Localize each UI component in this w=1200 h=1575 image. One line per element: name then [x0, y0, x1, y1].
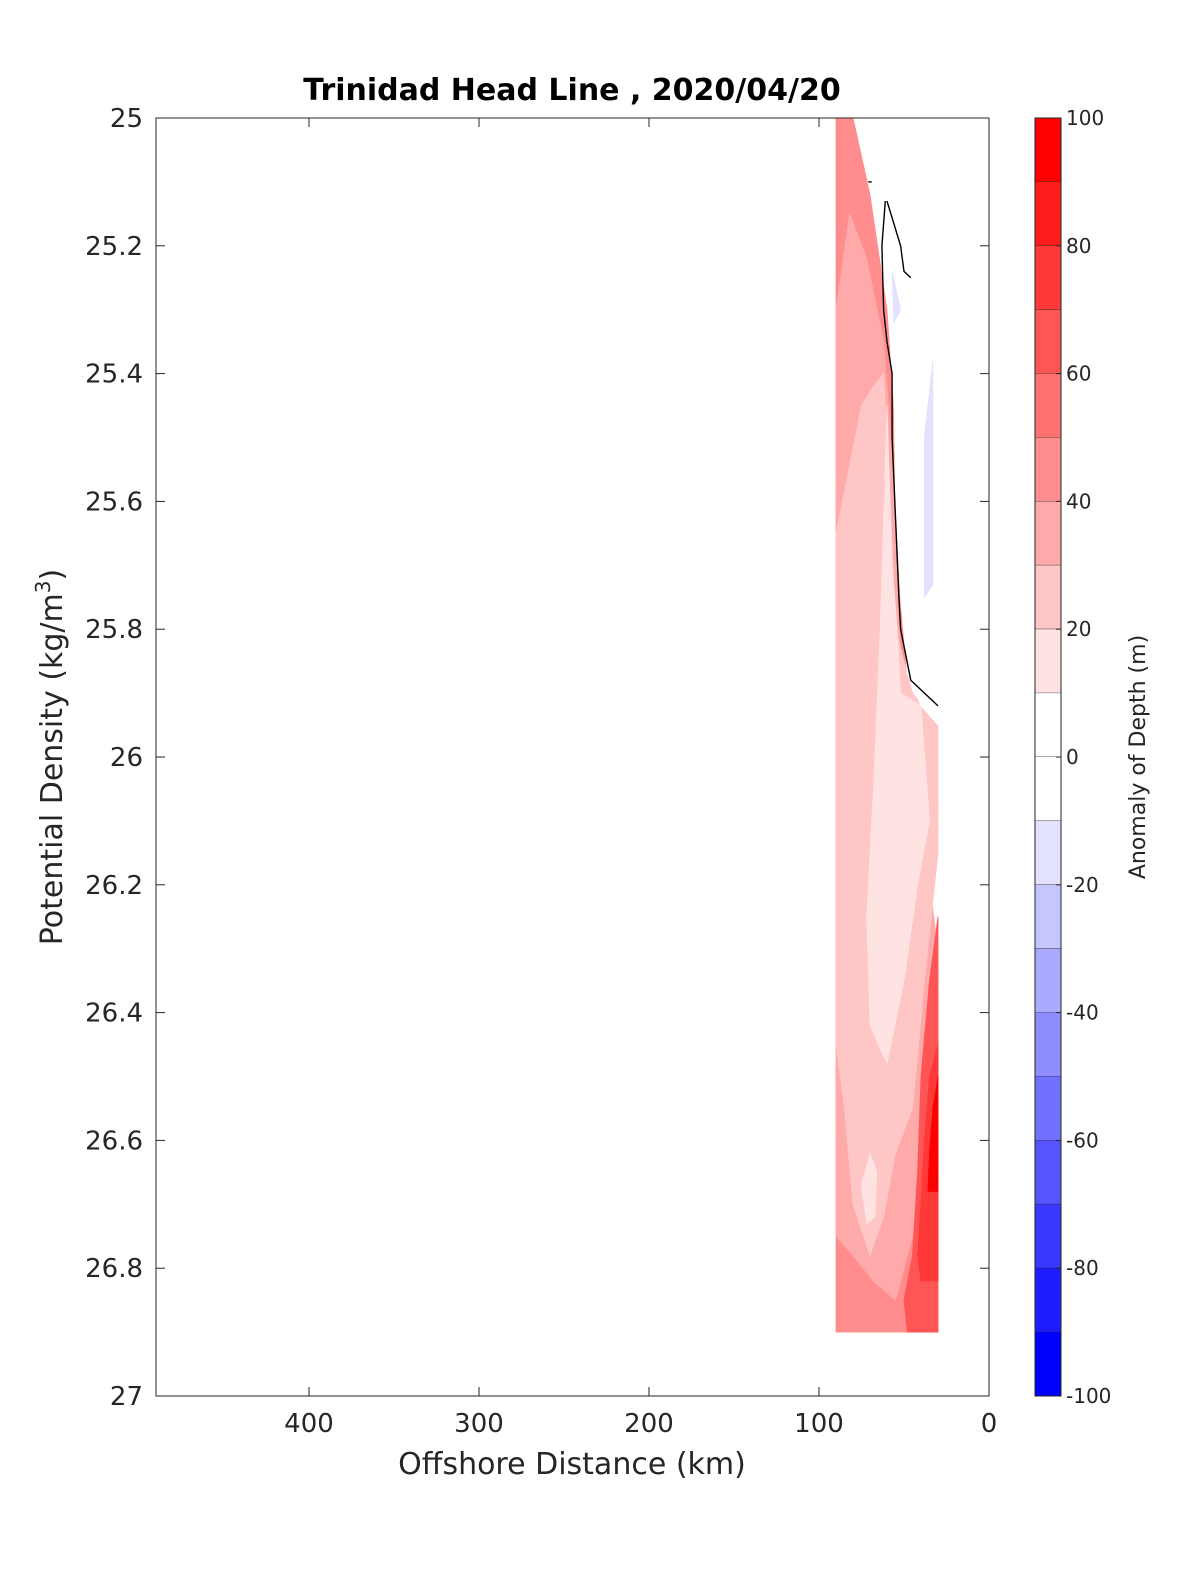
colorbar-tick-label-1: 80: [1066, 234, 1091, 258]
contour-region-4: [861, 1151, 878, 1225]
colorbar-band-11: [1035, 820, 1061, 885]
colorbar-tick-label-9: -80: [1066, 1256, 1099, 1280]
contour-region-9: [924, 360, 934, 599]
y-tick-label-0: 25: [110, 104, 143, 134]
contour-region-3: [866, 405, 930, 1066]
colorbar-tick-label-5: 0: [1066, 745, 1079, 769]
y-tick-label-2: 25.4: [85, 360, 143, 390]
y-tick-label-4: 25.8: [85, 615, 143, 645]
colorbar-band-0: [1035, 118, 1061, 182]
y-tick-label-3: 25.6: [85, 487, 143, 517]
colorbar-band-12: [1035, 884, 1061, 949]
colorbar-band-17: [1035, 1204, 1061, 1269]
y-tick-label-1: 25.2: [85, 232, 143, 262]
colorbar-tick-label-7: -40: [1066, 1001, 1099, 1025]
y-axis-label-close: ): [35, 569, 70, 581]
zero-contour-line-2: [886, 200, 912, 279]
x-tick-label-1: 300: [454, 1409, 504, 1439]
plot-axes: 400 300 200 100 0 25 25.2 25.4 25.6 25.8 26 26.2 26.…: [85, 104, 997, 1439]
colorbar-band-2: [1035, 245, 1061, 310]
colorbar-band-18: [1035, 1268, 1061, 1333]
colorbar-tick-label-4: 20: [1066, 617, 1091, 641]
colorbar-tick-label-6: -20: [1066, 873, 1099, 897]
zero-contour-line-0: [881, 201, 939, 707]
colorbar-band-10: [1035, 757, 1061, 821]
colorbar-band-16: [1035, 1140, 1061, 1205]
contour-region-8: [927, 1076, 939, 1192]
colorbar-tick-label-8: -60: [1066, 1128, 1099, 1152]
y-axis-label-superscript: 3: [31, 580, 55, 593]
colorbar-tick-label-2: 60: [1066, 362, 1091, 386]
colorbar-band-6: [1035, 501, 1061, 566]
x-tick-label-4: 0: [981, 1409, 998, 1439]
colorbar-band-7: [1035, 565, 1061, 630]
colorbar-band-4: [1035, 373, 1061, 438]
x-tick-label-0: 400: [284, 1409, 334, 1439]
colorbar-band-1: [1035, 181, 1061, 246]
colorbar-band-9: [1035, 693, 1061, 757]
contour-region-10: [891, 271, 902, 325]
colorbar-band-5: [1035, 437, 1061, 502]
colorbar-band-15: [1035, 1076, 1061, 1141]
y-tick-label-6: 26.2: [85, 871, 143, 901]
y-tick-label-8: 26.6: [85, 1126, 143, 1156]
y-tick-label-7: 26.4: [85, 999, 143, 1029]
colorbar-tick-label-0: 100: [1066, 106, 1104, 130]
y-axis-label-text: Potential Density (kg/m: [35, 593, 70, 945]
colorbar-band-3: [1035, 309, 1061, 374]
contour-region-7: [917, 1044, 939, 1282]
y-axis-label: Potential Density (kg/m3): [31, 569, 70, 945]
x-tick-label-2: 200: [624, 1409, 674, 1439]
colorbar-band-14: [1035, 1012, 1061, 1077]
y-tick-label-5: 26: [110, 743, 143, 773]
colorbar-band-19: [1035, 1332, 1061, 1396]
colorbar-band-8: [1035, 629, 1061, 694]
x-axis-label: Offshore Distance (km): [398, 1447, 746, 1482]
chart-title: Trinidad Head Line , 2020/04/20: [303, 73, 840, 108]
colorbar-tick-label-10: -100: [1066, 1384, 1111, 1408]
x-tick-label-3: 100: [794, 1409, 844, 1439]
colorbar-tick-label-3: 40: [1066, 489, 1091, 513]
contour-plot-area: [835, 117, 939, 1333]
y-tick-label-9: 26.8: [85, 1254, 143, 1284]
colorbar-label: Anomaly of Depth (m): [1126, 635, 1151, 879]
colorbar-band-13: [1035, 948, 1061, 1013]
colorbar: 100 80 60 40 20 0 -20 -40 -60 -80 -100: [1034, 106, 1111, 1408]
y-tick-label-10: 27: [110, 1382, 143, 1412]
